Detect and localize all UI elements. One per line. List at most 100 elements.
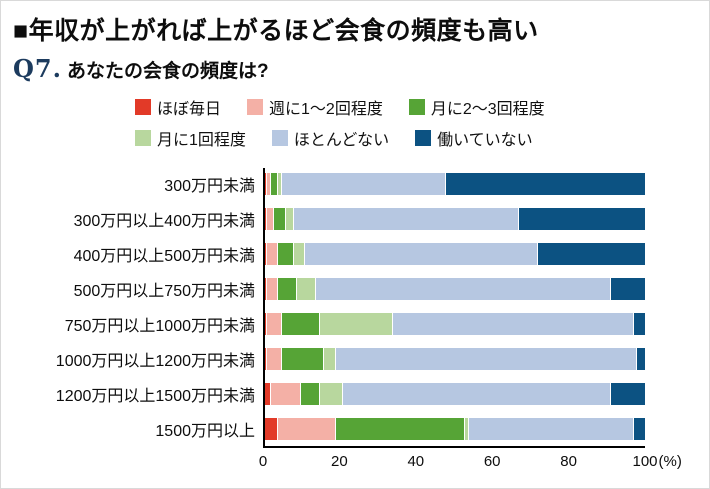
bar-segment [301,382,321,405]
legend-item: ほとんどない [271,126,390,150]
bar-segment [285,207,294,230]
bar-segment [282,312,321,335]
stacked-bar-chart: 300万円未満 300万円以上400万円未満 400万円以上500万円未満 500万円… [13,166,695,474]
bar-segment [270,382,302,405]
bar-segment [610,277,645,300]
legend-label: 週に1〜2回程度 [269,101,383,118]
bar-segment [278,242,294,265]
legend-row: ほぼ毎日 週に1〜2回程度 月に2〜3回程度 [135,95,695,119]
legend: ほぼ毎日 週に1〜2回程度 月に2〜3回程度月に1回程度 ほとんどない 働いていない [135,95,695,150]
bar-segment [263,417,279,440]
legend-item: ほぼ毎日 [135,95,221,119]
bar-label: 750万円以上1000万円未満 [64,317,255,335]
legend-swatch [408,99,425,115]
bar-segment [335,417,466,440]
bar-segment [518,207,645,230]
bar-row: 300万円以上400万円未満 [13,201,695,236]
y-axis-line [263,168,265,446]
chart-rows: 300万円未満 300万円以上400万円未満 400万円以上500万円未満 500万円… [13,166,695,446]
bar-segment [320,382,344,405]
bar-segment [270,172,279,195]
bar-row: 300万円未満 [13,166,695,201]
bar-row: 1500万円以上 [13,411,695,446]
bar [263,277,645,300]
bar-segment [297,277,317,300]
legend-swatch [247,99,264,115]
bar-segment [469,417,634,440]
bar-segment [263,382,271,405]
x-tick: 20 [331,453,348,470]
legend-swatch [135,130,151,146]
x-tick: 0 [258,453,268,470]
bar-segment [392,312,634,335]
bar-segment [304,242,538,265]
bar-segment [266,207,275,230]
bar-segment [266,172,271,195]
legend-item: 月に1回程度 [135,126,246,150]
bar-segment [320,312,393,335]
bar-label: 1500万円以上 [155,422,255,440]
bar-segment [266,312,283,335]
bar-segment [274,207,286,230]
x-axis-ticks: 0 20 40 60 80 100 (%) [259,446,682,474]
legend-label: ほとんどない [293,132,390,149]
bar-row: 1200万円以上1500万円未満 [13,376,695,411]
legend-item: 月に2〜3回程度 [408,95,545,119]
bar-segment [316,277,611,300]
bar-label: 400万円以上500万円未満 [73,247,255,265]
x-tick: 60 [483,453,501,470]
bar-segment [282,347,325,370]
bar-segment [282,172,447,195]
bar-segment [266,347,283,370]
bar-segment [538,242,645,265]
legend-swatch [135,99,151,115]
bar-label: 300万円未満 [164,177,255,195]
legend-swatch [271,130,288,146]
bar-row: 400万円以上500万円未満 [13,236,695,271]
bar-segment [266,277,279,300]
bar-segment [278,172,283,195]
bar-row: 1000万円以上1200万円未満 [13,341,695,376]
page-title: ■年収が上がれば上がるほど会食の頻度も高い [13,17,539,45]
x-tick: 80 [560,453,577,470]
x-axis: 0 20 40 60 80 100 (%) [13,446,695,474]
bar-label: 300万円以上400万円未満 [73,212,255,230]
x-axis-spacer [13,446,263,474]
legend-label: 月に1回程度 [157,132,246,149]
legend-label: 働いていない [437,132,533,149]
legend-row: 月に1回程度 ほとんどない 働いていない [135,126,695,150]
legend-swatch [415,130,432,146]
bar [263,417,645,440]
x-tick: 40 [407,453,425,470]
bar [263,242,645,265]
bar-label: 1200万円以上1500万円未満 [55,387,255,405]
bar [263,172,645,195]
bar-segment [465,417,470,440]
bar-label: 500万円以上750万円未満 [73,282,255,300]
bar-segment [278,417,336,440]
x-axis-unit: (%) [658,453,682,470]
question-text: あなたの会食の頻度は? [66,61,269,82]
bar-segment [610,382,645,405]
bar-segment [324,347,336,370]
bar-row: 500万円以上750万円未満 [13,271,695,306]
bar [263,207,645,230]
x-tick: 100 (%) [632,453,682,470]
bar-segment [446,172,645,195]
bar-segment [633,312,645,335]
bar-segment [293,242,305,265]
bar [263,382,645,405]
bar [263,312,645,335]
bar-segment [637,347,645,370]
bar-row: 750万円以上1000万円未満 [13,306,695,341]
bar-segment [633,417,645,440]
legend-item: 働いていない [415,126,533,150]
bar-segment [293,207,519,230]
bar-segment [335,347,638,370]
bar-segment [343,382,611,405]
legend-item: 週に1〜2回程度 [247,95,383,119]
question-row: Q7. あなたの会食の頻度は? [13,54,695,83]
bar [263,347,645,370]
bar-label: 1000万円以上1200万円未満 [55,352,255,370]
